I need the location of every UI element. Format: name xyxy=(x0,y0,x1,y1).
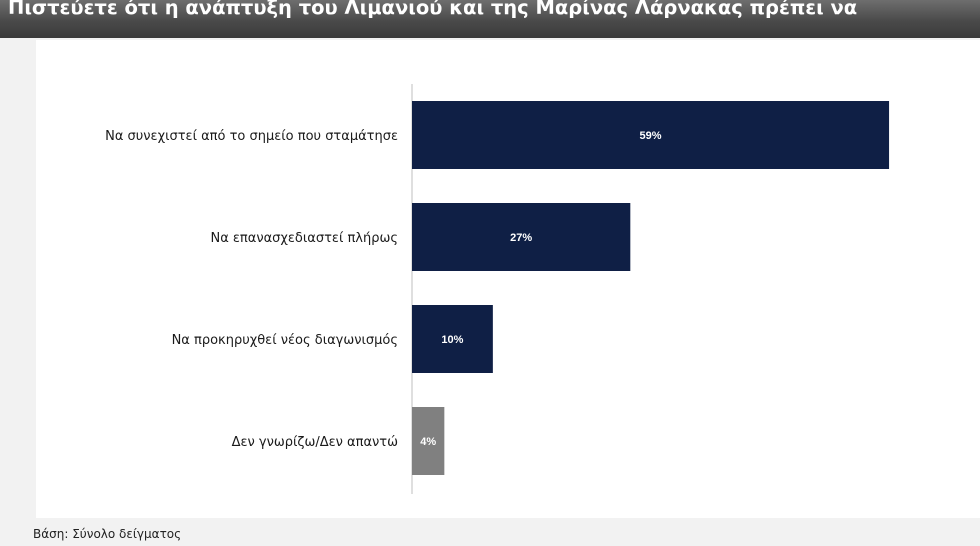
data-label-3: 10% xyxy=(441,334,463,346)
chart-panel: 59% Να συνεχιστεί από το σημείο που σταμά… xyxy=(36,40,980,518)
category-label-3: Να προκηρυχθεί νέος διαγωνισμός xyxy=(172,333,398,348)
bar-chart: 59% Να συνεχιστεί από το σημείο που σταμά… xyxy=(105,84,890,494)
category-label-1: Να συνεχιστεί από το σημείο που σταμάτησ… xyxy=(105,129,398,144)
data-label-1: 59% xyxy=(640,130,662,142)
category-label-2: Να επανασχεδιαστεί πλήρως xyxy=(210,231,398,246)
bar-3 xyxy=(412,305,493,373)
data-label-4: 4% xyxy=(420,436,436,448)
bar-2 xyxy=(412,203,631,271)
bar-4 xyxy=(412,407,445,475)
category-label-4: Δεν γνωρίζω/Δεν απαντώ xyxy=(232,435,398,450)
bar-1 xyxy=(412,101,890,169)
title-bar: Πιστεύετε ότι η ανάπτυξη του Λιμανιού κα… xyxy=(0,0,980,38)
page-title: Πιστεύετε ότι η ανάπτυξη του Λιμανιού κα… xyxy=(8,0,858,19)
data-label-2: 27% xyxy=(510,232,532,244)
base-note: Βάση: Σύνολο δείγματος xyxy=(33,527,182,541)
